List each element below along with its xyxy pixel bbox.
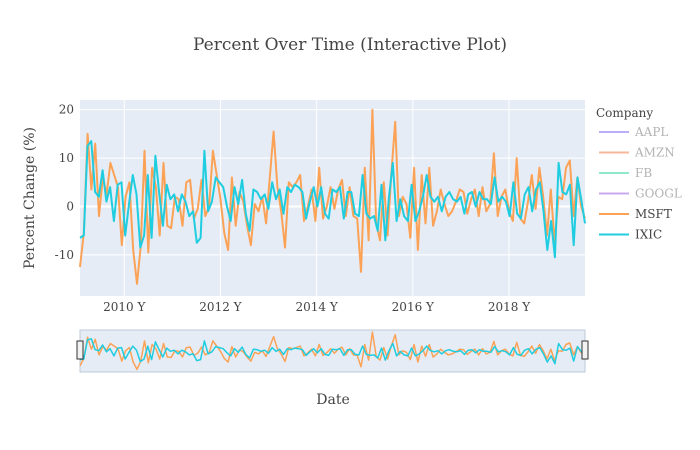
y-tick-label: 0: [66, 199, 74, 213]
x-tick-label: 2016 Y: [392, 300, 435, 314]
range-slider-series-lines: [79, 331, 586, 371]
x-tick-label: 2010 Y: [103, 300, 146, 314]
legend-item-fb[interactable]: FB: [599, 166, 652, 180]
range-slider-right-handle[interactable]: [581, 340, 589, 360]
main-plot-area[interactable]: [79, 100, 586, 296]
x-tick-label: 2012 Y: [199, 300, 242, 314]
legend-label: MSFT: [635, 207, 672, 221]
series-line-ixic[interactable]: [79, 140, 586, 259]
range-slider[interactable]: [76, 329, 589, 373]
chart-title: Percent Over Time (Interactive Plot): [193, 35, 507, 55]
slider-line-ixic: [79, 338, 586, 365]
y-tick-label: -10: [55, 248, 74, 262]
legend-label: AAPL: [634, 125, 668, 139]
y-axis-label: Percent Change (%): [22, 127, 38, 269]
x-axis-label: Date: [316, 392, 349, 408]
range-slider-left-handle[interactable]: [76, 340, 84, 360]
main-series-lines: [79, 108, 586, 285]
x-tick-label: 2018 Y: [488, 300, 531, 314]
legend: Company AAPL AMZN FB GOOGL MSFT IXIC: [596, 106, 682, 242]
legend-item-amzn[interactable]: AMZN: [599, 146, 675, 160]
y-tick-label: 10: [59, 151, 74, 165]
legend-label: GOOGL: [635, 187, 682, 201]
legend-label: IXIC: [635, 228, 662, 242]
legend-item-msft[interactable]: MSFT: [599, 207, 672, 221]
legend-item-aapl[interactable]: AAPL: [599, 125, 668, 139]
legend-label: FB: [635, 166, 652, 180]
legend-item-googl[interactable]: GOOGL: [599, 187, 682, 201]
series-line-msft[interactable]: [79, 108, 586, 285]
legend-label: AMZN: [634, 146, 675, 160]
y-tick-label: 20: [59, 103, 74, 117]
x-tick-label: 2014 Y: [295, 300, 338, 314]
x-axis-ticks: 2010 Y 2012 Y 2014 Y 2016 Y 2018 Y: [103, 300, 531, 314]
y-axis-ticks: -10 0 10 20: [55, 103, 74, 262]
legend-title: Company: [596, 106, 653, 120]
legend-item-ixic[interactable]: IXIC: [599, 228, 662, 242]
